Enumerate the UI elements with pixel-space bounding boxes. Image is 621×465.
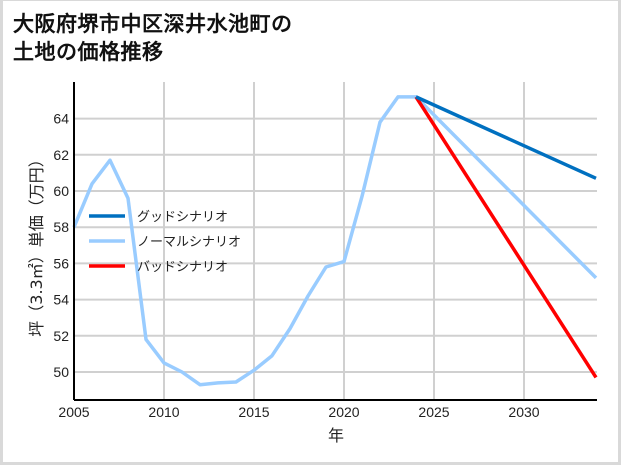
x-tick-label: 2030: [508, 404, 539, 420]
y-tick-label: 58: [53, 219, 69, 235]
y-axis-label: 坪（3.3㎡）単価（万円）: [27, 151, 46, 336]
y-tick-label: 64: [53, 111, 69, 127]
x-tick-labels: 2005 2010 2015 2020 2025 2030: [58, 404, 539, 420]
y-tick-label: 60: [53, 183, 69, 199]
x-tick-label: 2005: [58, 404, 89, 420]
legend-label: バッドシナリオ: [137, 260, 228, 275]
y-tick-labels: 50 52 54 56 58 60 62 64: [53, 111, 69, 380]
chart-title-line1: 大阪府堺市中区深井水池町の: [13, 12, 293, 36]
legend-label: ノーマルシナリオ: [137, 235, 241, 250]
series-line: [414, 95, 598, 379]
plot-series: [72, 95, 598, 387]
series-line: [415, 95, 597, 180]
x-tick-label: 2020: [328, 404, 359, 420]
x-tick-label: 2010: [148, 404, 179, 420]
x-tick-label: 2025: [418, 404, 449, 420]
legend-label: グッドシナリオ: [137, 210, 228, 225]
y-tick-label: 52: [53, 328, 69, 344]
series-line: [72, 95, 598, 387]
x-axis-label: 年: [328, 426, 344, 445]
chart-title-line2: 土地の価格推移: [13, 40, 164, 64]
y-tick-label: 56: [53, 255, 69, 271]
y-tick-label: 54: [53, 292, 69, 308]
axes: [73, 82, 597, 401]
x-tick-label: 2015: [238, 404, 269, 420]
y-tick-label: 62: [53, 147, 69, 163]
y-tick-label: 50: [53, 364, 69, 380]
chart-title: 大阪府堺市中区深井水池町の 土地の価格推移: [13, 10, 293, 66]
